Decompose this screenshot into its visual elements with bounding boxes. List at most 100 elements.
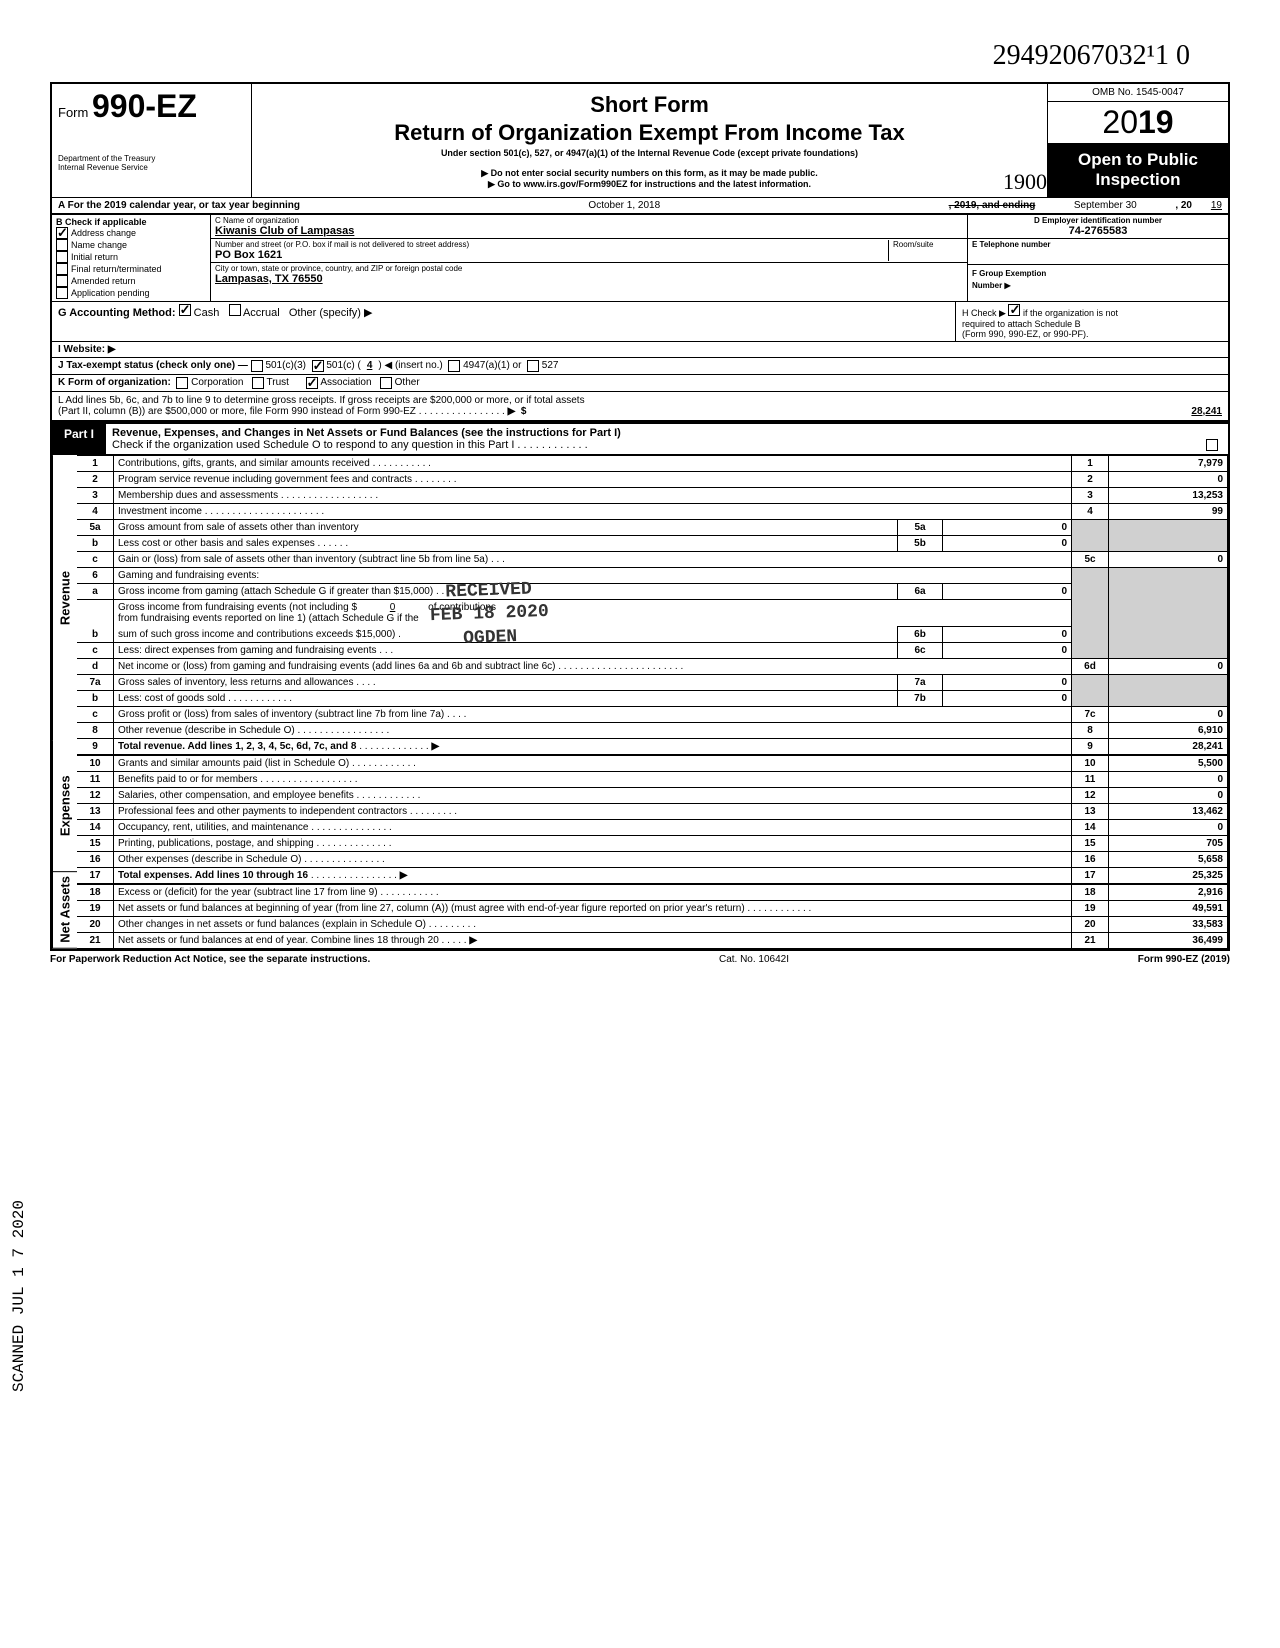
line11-desc: Benefits paid to or for members: [118, 774, 258, 785]
line9-num: 9: [77, 738, 114, 755]
lines-table: 1Contributions, gifts, grants, and simil…: [77, 455, 1228, 949]
row-k-form-org: K Form of organization: Corporation Trus…: [50, 375, 1230, 392]
colb-item: Name change: [56, 239, 206, 251]
line19-desc: Net assets or fund balances at beginning…: [118, 903, 745, 914]
city-label: City or town, state or province, country…: [215, 264, 963, 273]
line8-amt: 6,910: [1109, 722, 1228, 738]
colb-label: Address change: [71, 228, 136, 238]
opt-501c-end: ) ◀ (insert no.): [378, 360, 442, 371]
line11-num: 11: [77, 771, 114, 787]
line7a-num: 7a: [77, 674, 114, 690]
colb-label: Application pending: [71, 288, 150, 298]
opt-4947: 4947(a)(1) or: [463, 360, 521, 371]
line6c-num: c: [77, 642, 114, 658]
row-a-yr-prefix: , 20: [1175, 200, 1192, 211]
line5a-box: 5a: [898, 519, 943, 535]
goto-link: ▶ Go to www.irs.gov/Form990EZ for instru…: [488, 179, 811, 189]
line9-amt: 28,241: [1109, 738, 1228, 755]
line8-box: 8: [1072, 722, 1109, 738]
501c-checkbox[interactable]: [312, 360, 324, 372]
line10-box: 10: [1072, 755, 1109, 772]
colb-checkbox[interactable]: [56, 239, 68, 251]
part-i-label: Part I: [52, 424, 106, 454]
corp-checkbox[interactable]: [176, 377, 188, 389]
line6d-desc: Net income or (loss) from gaming and fun…: [118, 661, 555, 672]
subtitle: Under section 501(c), 527, or 4947(a)(1)…: [262, 148, 1037, 158]
line11-box: 11: [1072, 771, 1109, 787]
footer-left: For Paperwork Reduction Act Notice, see …: [50, 954, 370, 965]
footer-right: Form 990-EZ (2019): [1138, 954, 1230, 965]
accrual-checkbox[interactable]: [229, 304, 241, 316]
501c3-checkbox[interactable]: [251, 360, 263, 372]
short-form-title: Short Form: [262, 92, 1037, 118]
line16-desc: Other expenses (describe in Schedule O): [118, 854, 301, 865]
line3-box: 3: [1072, 487, 1109, 503]
open-to-public: Open to Public Inspection: [1048, 144, 1228, 197]
line20-amt: 33,583: [1109, 916, 1228, 932]
form-number-big: 990-EZ: [92, 88, 197, 124]
row-k-label: K Form of organization:: [58, 377, 171, 388]
phone-label: E Telephone number: [972, 240, 1224, 249]
other-label: Other (specify) ▶: [289, 307, 373, 319]
colb-checkbox[interactable]: [56, 275, 68, 287]
colb-checkbox[interactable]: [56, 263, 68, 275]
tax-year: 2019: [1048, 102, 1228, 144]
line19-amt: 49,591: [1109, 900, 1228, 916]
line6a-desc: Gross income from gaming (attach Schedul…: [118, 586, 439, 597]
line6a-amt: 0: [943, 583, 1072, 599]
line3-desc: Membership dues and assessments .: [118, 490, 284, 501]
line17-desc: Total expenses. Add lines 10 through 16: [118, 870, 308, 881]
row-j-tax-exempt: J Tax-exempt status (check only one) — 5…: [50, 358, 1230, 375]
row-j-label: J Tax-exempt status (check only one) —: [58, 360, 248, 371]
cash-checkbox[interactable]: [179, 304, 191, 316]
other-org-checkbox[interactable]: [380, 377, 392, 389]
line21-amt: 36,499: [1109, 932, 1228, 948]
line7a-amt: 0: [943, 674, 1072, 690]
line6b-amt: 0: [943, 626, 1072, 642]
colb-checkbox[interactable]: [56, 251, 68, 263]
line6c-box: 6c: [898, 642, 943, 658]
line4-amt: 99: [1109, 503, 1228, 519]
schedule-b-checkbox[interactable]: [1008, 304, 1020, 316]
line9-box: 9: [1072, 738, 1109, 755]
line14-box: 14: [1072, 819, 1109, 835]
line6-desc: Gaming and fundraising events:: [114, 567, 1072, 583]
part-i-checkbox[interactable]: [1206, 439, 1218, 451]
dept-irs: Internal Revenue Service: [58, 164, 245, 173]
line10-num: 10: [77, 755, 114, 772]
line19-num: 19: [77, 900, 114, 916]
group-label2: Number ▶: [972, 281, 1011, 290]
line7c-num: c: [77, 706, 114, 722]
line6c-desc: Less: direct expenses from gaming and fu…: [118, 645, 376, 656]
line7b-amt: 0: [943, 690, 1072, 706]
527-checkbox[interactable]: [527, 360, 539, 372]
assoc-checkbox[interactable]: [306, 377, 318, 389]
line5c-amt: 0: [1109, 551, 1228, 567]
row-g-label: G Accounting Method:: [58, 307, 176, 319]
line17-num: 17: [77, 867, 114, 884]
line13-desc: Professional fees and other payments to …: [118, 806, 407, 817]
colb-item: Application pending: [56, 287, 206, 299]
trust-checkbox[interactable]: [252, 377, 264, 389]
colb-checkbox[interactable]: [56, 227, 68, 239]
opt-501c: 501(c) (: [326, 360, 360, 371]
row-a-prefix: A For the 2019 calendar year, or tax yea…: [58, 200, 300, 211]
line6b-desc3: sum of such gross income and contributio…: [118, 629, 401, 640]
vert-revenue: Revenue: [52, 455, 77, 740]
line6b-contrib: 0: [360, 602, 426, 613]
opt-trust: Trust: [267, 377, 289, 388]
line20-num: 20: [77, 916, 114, 932]
line13-box: 13: [1072, 803, 1109, 819]
line2-amt: 0: [1109, 471, 1228, 487]
row-h-text3: required to attach Schedule B: [962, 319, 1081, 329]
line7c-box: 7c: [1072, 706, 1109, 722]
line1-box: 1: [1072, 455, 1109, 471]
colb-checkbox[interactable]: [56, 287, 68, 299]
line6d-box: 6d: [1072, 658, 1109, 674]
line10-amt: 5,500: [1109, 755, 1228, 772]
vert-expenses: Expenses: [52, 740, 77, 872]
line5b-desc: Less cost or other basis and sales expen…: [118, 538, 315, 549]
street-label: Number and street (or P.O. box if mail i…: [215, 240, 888, 249]
line14-amt: 0: [1109, 819, 1228, 835]
4947-checkbox[interactable]: [448, 360, 460, 372]
